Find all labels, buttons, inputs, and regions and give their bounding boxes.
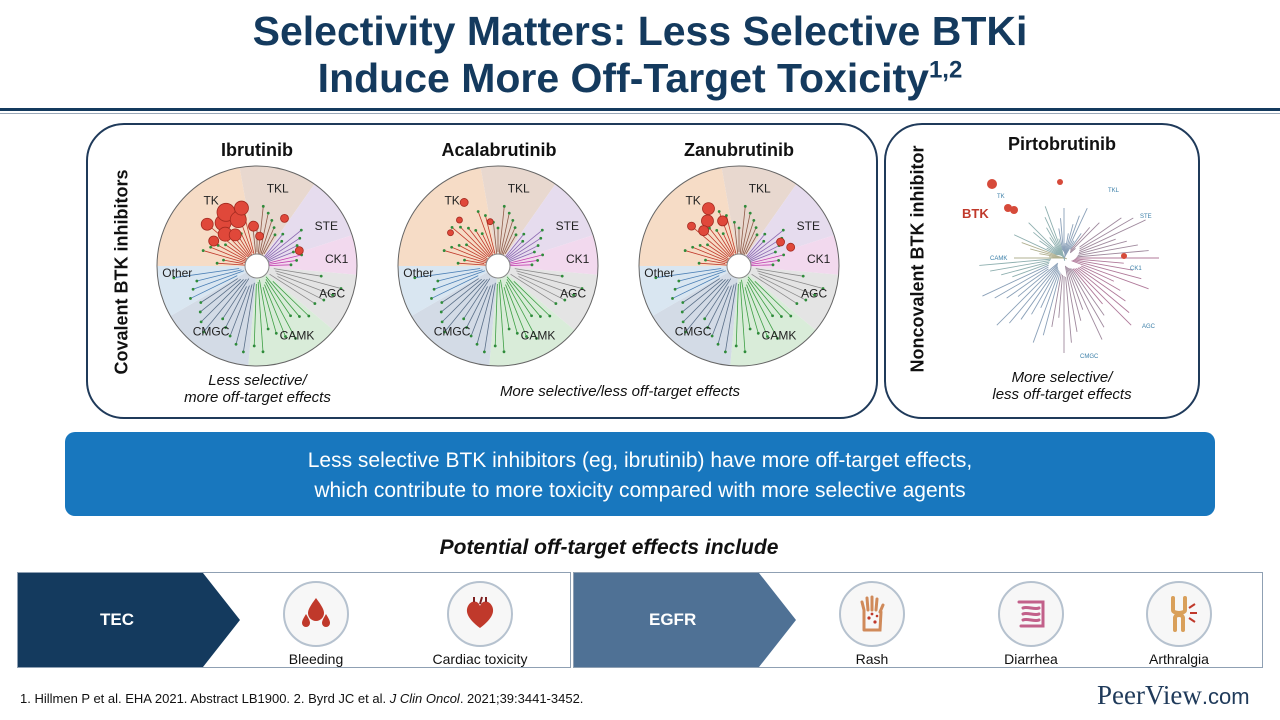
effect-rash: Rash — [812, 581, 932, 667]
effect-cardiac-toxicity: Cardiac toxicity — [415, 581, 545, 667]
kinase-family-label: TK — [444, 193, 459, 207]
kinome-tree-zanubrutinib: TK TKL STE CK1 AGC CAMK CMGC Other — [638, 165, 840, 367]
btk-label: BTK — [962, 206, 989, 221]
kinase-family-label: TK — [997, 194, 1005, 200]
effect-diarrhea: Diarrhea — [971, 581, 1091, 667]
title-superscript: 1,2 — [928, 56, 963, 84]
kinase-family-label: STE — [315, 219, 338, 233]
kinase-family-label: TKL — [1108, 188, 1120, 194]
heart-icon — [447, 581, 513, 647]
brand-logo: PeerView.com — [1097, 680, 1250, 710]
less-selective-note: Less selective/ more off-target effects — [184, 372, 331, 406]
covalent-side-label: Covalent BTK inhibitors — [111, 169, 132, 375]
title-divider-thin — [0, 113, 1280, 114]
kinase-family-label: AGC — [560, 286, 586, 300]
key-message-banner: Less selective BTK inhibitors (eg, ibrut… — [65, 432, 1215, 516]
kinase-family-label: AGC — [319, 286, 345, 300]
pirtobrutinib-note: More selective/ less off-target effects — [992, 369, 1132, 403]
banner-line-1: Less selective BTK inhibitors (eg, ibrut… — [307, 449, 973, 472]
kinase-family-label: AGC — [801, 286, 827, 300]
effect-label-bleeding: Bleeding — [288, 651, 344, 667]
kinome-tree-acalabrutinib: TK TKL STE CK1 AGC CAMK CMGC Other — [397, 165, 599, 367]
title-line-1: Selectivity Matters: Less Selective BTKi — [252, 8, 1028, 54]
kinase-family-label: STE — [797, 219, 820, 233]
drug-name-zanubrutinib: Zanubrutinib — [684, 140, 794, 160]
kinase-family-label: TKL — [508, 182, 530, 196]
kinase-family-label: TKL — [749, 182, 771, 196]
effect-bleeding: Bleeding — [256, 581, 376, 667]
kinase-family-label: CAMK — [521, 328, 556, 342]
references: 1. Hillmen P et al. EHA 2021. Abstract L… — [20, 691, 584, 706]
kinase-family-label: AGC — [1142, 324, 1156, 330]
kinase-family-label: TK — [203, 193, 218, 207]
egfr-effects-box: EGFR Rash Diarrhea Arthralgia — [573, 572, 1263, 668]
egfr-label: EGFR — [649, 610, 697, 629]
kinase-family-label: CMGC — [675, 325, 712, 339]
kinase-family-label: STE — [556, 219, 579, 233]
noncovalent-side-label: Noncovalent BTK inhibitor — [907, 145, 928, 373]
effects-subheading: Potential off-target effects include — [439, 536, 779, 559]
kinase-family-label: CMGC — [1080, 354, 1099, 360]
kinase-family-label: CK1 — [566, 252, 590, 266]
effect-label-diarrhea: Diarrhea — [1004, 651, 1058, 667]
kinase-family-label: TKL — [267, 182, 289, 196]
slide-title: Selectivity Matters: Less Selective BTKi… — [0, 8, 1280, 102]
kinase-family-label: Other — [162, 266, 192, 280]
drug-name-pirtobrutinib: Pirtobrutinib — [1008, 134, 1116, 154]
kinase-family-label: CK1 — [807, 252, 831, 266]
kinase-family-label: Other — [403, 266, 433, 280]
egfr-arrow — [574, 573, 796, 667]
drug-name-acalabrutinib: Acalabrutinib — [441, 140, 557, 160]
tec-effects-box: TEC Bleeding Cardiac toxicity — [17, 572, 571, 668]
tec-arrow — [18, 573, 240, 667]
title-line-2: Induce More Off-Target Toxicity1,2 — [317, 55, 963, 101]
intestine-icon — [998, 581, 1064, 647]
kinase-family-label: CAMK — [762, 328, 797, 342]
kinase-family-label: CAMK — [990, 256, 1007, 262]
drug-name-ibrutinib: Ibrutinib — [221, 140, 293, 160]
kinase-family-label: CAMK — [280, 328, 315, 342]
kinase-family-label: CMGC — [193, 325, 230, 339]
kinome-tree-ibrutinib: TK TKL STE CK1 AGC CAMK CMGC Other — [156, 165, 358, 367]
kinase-family-label: CK1 — [325, 252, 349, 266]
tec-label: TEC — [100, 610, 134, 629]
hand-rash-icon — [839, 581, 905, 647]
kinase-family-label: TK — [685, 193, 700, 207]
kinome-tree-pirtobrutinib: TK TKL STE CK1 AGC CAMK CMGC BTK — [962, 179, 1159, 360]
effect-label-cardiac-toxicity: Cardiac toxicity — [432, 651, 528, 667]
journal-name: J Clin Oncol — [389, 691, 460, 706]
effect-label-arthralgia: Arthralgia — [1149, 651, 1209, 667]
kinase-family-label: Other — [644, 266, 674, 280]
title-divider — [0, 108, 1280, 111]
joint-pain-icon — [1146, 581, 1212, 647]
effect-label-rash: Rash — [855, 651, 889, 667]
kinase-family-label: CK1 — [1130, 266, 1142, 272]
banner-line-2: which contribute to more toxicity compar… — [314, 479, 966, 502]
blood-drops-icon — [283, 581, 349, 647]
more-selective-note: More selective/less off-target effects — [499, 383, 741, 400]
kinase-family-label: STE — [1140, 214, 1152, 220]
kinase-family-label: CMGC — [434, 325, 471, 339]
effect-arthralgia: Arthralgia — [1119, 581, 1239, 667]
